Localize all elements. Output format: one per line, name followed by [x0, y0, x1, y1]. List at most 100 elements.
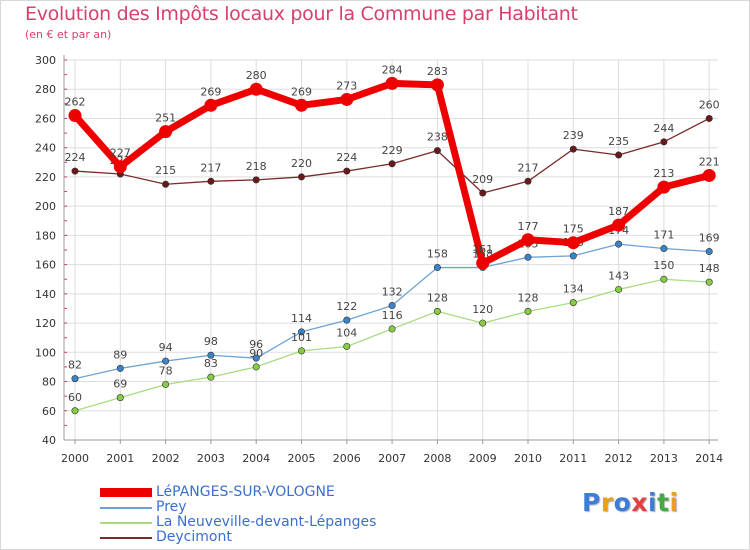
legend-swatch: [100, 522, 152, 524]
data-point: [615, 151, 623, 159]
data-point: [295, 98, 308, 112]
data-label: 171: [653, 229, 674, 242]
x-tick-label: 2008: [423, 452, 451, 465]
logo-letter: i: [669, 488, 679, 517]
data-point: [524, 307, 532, 315]
data-point: [705, 114, 713, 122]
y-tick-label: 220: [35, 171, 56, 184]
x-tick-label: 2004: [242, 452, 270, 465]
x-tick-label: 2010: [514, 452, 542, 465]
data-point: [162, 357, 170, 365]
data-point: [297, 347, 305, 355]
data-label: 177: [518, 220, 539, 233]
data-point: [569, 299, 577, 307]
y-tick-label: 180: [35, 229, 56, 242]
data-point: [71, 375, 79, 383]
data-point: [705, 278, 713, 286]
data-point: [159, 125, 173, 139]
logo-letter: t: [657, 488, 670, 517]
data-label: 217: [200, 161, 221, 174]
data-point: [524, 177, 532, 185]
data-label: 280: [246, 69, 267, 82]
x-tick-label: 2003: [197, 452, 225, 465]
y-tick-label: 200: [35, 200, 56, 213]
x-tick-label: 2011: [559, 452, 587, 465]
data-point: [702, 168, 716, 182]
data-label: 150: [653, 259, 674, 272]
chart-title: Evolution des Impôts locaux pour la Comm…: [25, 3, 578, 25]
data-point: [297, 173, 305, 181]
y-tick-label: 80: [42, 376, 56, 389]
data-label: 128: [518, 291, 539, 304]
data-label: 269: [200, 85, 221, 98]
data-point: [113, 160, 127, 174]
data-label: 273: [336, 79, 357, 92]
data-point: [569, 252, 577, 260]
data-point: [71, 167, 79, 175]
logo-letter: r: [600, 488, 614, 517]
x-tick-label: 2001: [106, 452, 134, 465]
data-point: [162, 180, 170, 188]
data-label: 215: [155, 164, 176, 177]
y-tick-label: 40: [42, 434, 56, 447]
x-tick-label: 2002: [152, 452, 180, 465]
y-tick-label: 160: [35, 259, 56, 272]
legend-item: Deycimont: [100, 529, 420, 545]
data-point: [433, 307, 441, 315]
data-point: [615, 240, 623, 248]
data-label: 132: [382, 286, 403, 299]
y-tick-label: 260: [35, 112, 56, 125]
data-label: 269: [291, 85, 312, 98]
data-point: [343, 342, 351, 350]
y-tick-label: 240: [35, 142, 56, 155]
data-point: [68, 109, 82, 123]
y-tick-label: 280: [35, 83, 56, 96]
data-point: [297, 328, 305, 336]
data-point: [615, 285, 623, 293]
data-point: [660, 275, 668, 283]
data-point: [249, 82, 263, 96]
data-label: 251: [155, 112, 176, 125]
data-label: 235: [608, 135, 629, 148]
data-point: [207, 373, 215, 381]
data-point: [343, 316, 351, 324]
data-label: 98: [204, 335, 218, 348]
data-label: 213: [653, 167, 674, 180]
data-point: [566, 236, 580, 250]
data-label: 239: [563, 129, 584, 142]
data-label: 96: [249, 338, 263, 351]
data-label: 134: [563, 283, 584, 296]
data-point: [71, 407, 79, 415]
data-point: [524, 253, 532, 261]
data-label: 161: [472, 243, 493, 256]
legend-label: La Neuveville-devant-Lépanges: [156, 514, 377, 530]
data-point: [162, 380, 170, 388]
data-point: [343, 167, 351, 175]
data-point: [116, 394, 124, 402]
data-point: [207, 351, 215, 359]
y-tick-label: 140: [35, 288, 56, 301]
x-tick-label: 2005: [288, 452, 316, 465]
legend-label: LéPANGES-SUR-VOLOGNE: [156, 484, 335, 500]
data-label: 218: [246, 160, 267, 173]
data-label: 260: [699, 98, 720, 111]
y-tick-label: 100: [35, 346, 56, 359]
data-label: 224: [65, 151, 86, 164]
data-label: 217: [518, 161, 539, 174]
data-point: [388, 302, 396, 310]
data-label: 187: [608, 205, 629, 218]
data-label: 114: [291, 312, 312, 325]
legend-swatch: [100, 537, 152, 539]
data-label: 220: [291, 157, 312, 170]
data-point: [388, 160, 396, 168]
data-label: 90: [249, 347, 263, 360]
data-point: [385, 76, 399, 90]
data-label: 244: [653, 122, 674, 135]
data-point: [252, 176, 260, 184]
data-label: 262: [65, 96, 86, 109]
data-label: 89: [113, 348, 127, 361]
data-point: [660, 138, 668, 146]
x-tick-label: 2007: [378, 452, 406, 465]
data-label: 83: [204, 357, 218, 370]
